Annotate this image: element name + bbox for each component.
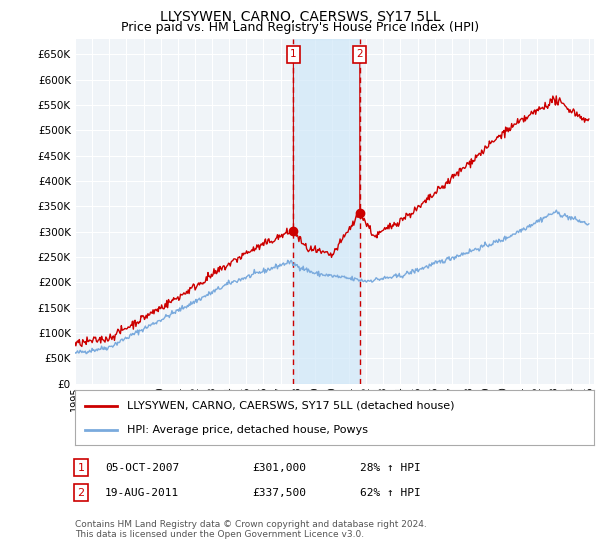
Text: HPI: Average price, detached house, Powys: HPI: Average price, detached house, Powy… bbox=[127, 425, 368, 435]
Text: 1: 1 bbox=[77, 463, 85, 473]
Text: 1: 1 bbox=[290, 49, 297, 59]
Text: LLYSYWEN, CARNO, CAERSWS, SY17 5LL: LLYSYWEN, CARNO, CAERSWS, SY17 5LL bbox=[160, 10, 440, 24]
Text: 62% ↑ HPI: 62% ↑ HPI bbox=[360, 488, 421, 498]
Text: LLYSYWEN, CARNO, CAERSWS, SY17 5LL (detached house): LLYSYWEN, CARNO, CAERSWS, SY17 5LL (deta… bbox=[127, 401, 454, 410]
Text: £337,500: £337,500 bbox=[252, 488, 306, 498]
Text: Price paid vs. HM Land Registry's House Price Index (HPI): Price paid vs. HM Land Registry's House … bbox=[121, 21, 479, 34]
Text: 2: 2 bbox=[356, 49, 363, 59]
Bar bbox=[293, 39, 360, 384]
Text: 05-OCT-2007: 05-OCT-2007 bbox=[105, 463, 179, 473]
Text: 28% ↑ HPI: 28% ↑ HPI bbox=[360, 463, 421, 473]
Text: £301,000: £301,000 bbox=[252, 463, 306, 473]
Text: 19-AUG-2011: 19-AUG-2011 bbox=[105, 488, 179, 498]
Text: Contains HM Land Registry data © Crown copyright and database right 2024.
This d: Contains HM Land Registry data © Crown c… bbox=[75, 520, 427, 539]
Text: 2: 2 bbox=[77, 488, 85, 498]
